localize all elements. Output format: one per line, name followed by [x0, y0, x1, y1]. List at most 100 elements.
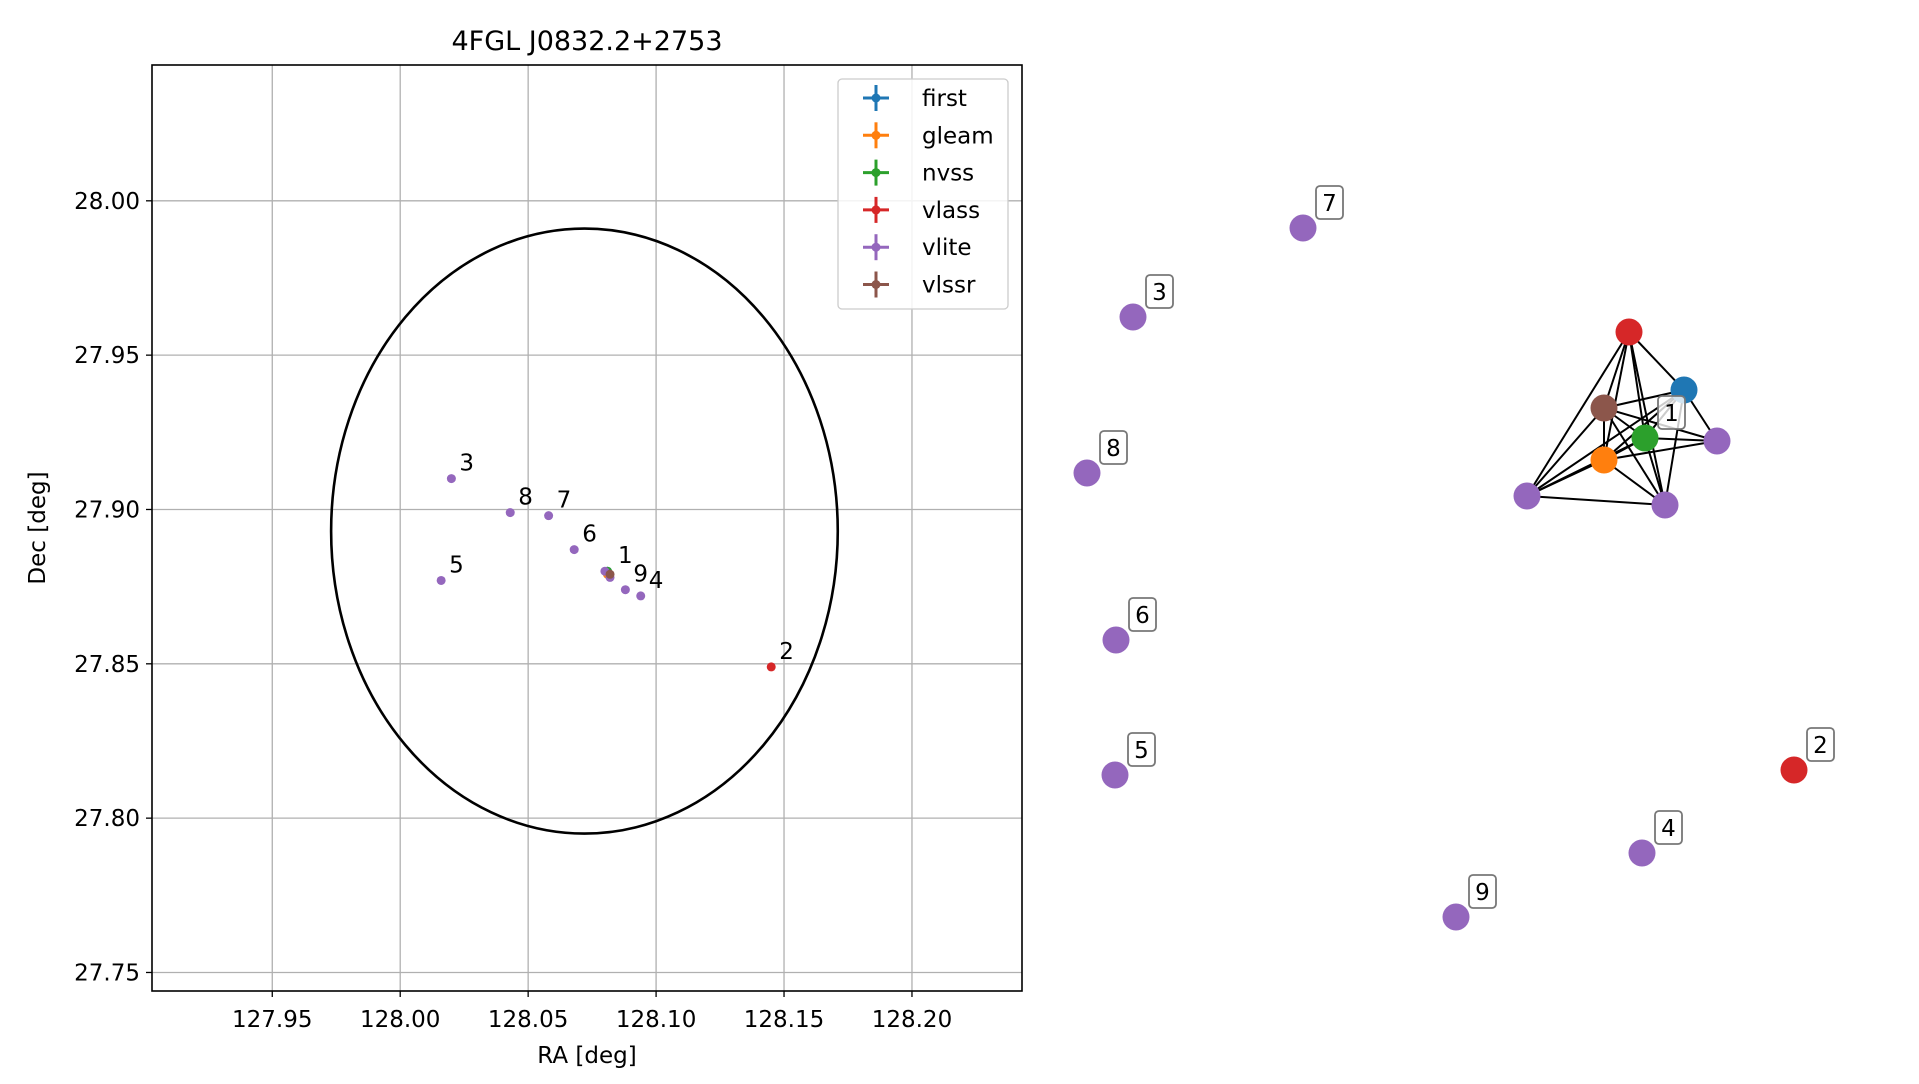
y-tick-label: 27.75 — [74, 960, 140, 986]
network-edge — [1526, 407, 1605, 497]
network-label-box-6 — [1128, 597, 1157, 632]
data-point-vlite — [544, 511, 554, 521]
point-label-9: 9 — [633, 562, 648, 588]
legend-marker-dot-vlssr — [871, 280, 881, 289]
network-edge — [1526, 331, 1630, 497]
network-label-box-7 — [1315, 185, 1344, 220]
x-tick-label: 127.95 — [232, 1007, 312, 1033]
y-tick-label: 27.95 — [74, 343, 140, 369]
y-tick-label: 28.00 — [74, 189, 140, 215]
network-edges — [1526, 331, 1718, 506]
network-node-vlite — [1703, 427, 1731, 455]
network-node-gleam — [1590, 446, 1618, 474]
point-label-4: 4 — [649, 568, 664, 594]
data-points — [436, 474, 776, 672]
point-labels: 1 2 3 4 5 678 9 — [449, 451, 794, 665]
chart-title: 4FGL J0832.2+2753 — [451, 26, 722, 57]
data-point-vlite — [569, 545, 579, 555]
network-node-vlite — [1119, 303, 1147, 331]
network-node-vlite — [1289, 214, 1317, 242]
network-label-2: 2 — [1813, 733, 1828, 759]
network-node-vlite — [1442, 903, 1470, 931]
point-label-3: 3 — [459, 451, 474, 477]
legend-label-vlass: vlass — [922, 198, 980, 224]
x-tick-label: 128.10 — [616, 1007, 696, 1033]
network-labels: 1 2 3 4 5 6 7 8 9 — [1099, 185, 1835, 909]
network-label-8: 8 — [1106, 436, 1121, 462]
y-tick-label: 27.80 — [74, 806, 140, 832]
y-tick-label: 27.90 — [74, 497, 140, 523]
plot-frame — [151, 64, 1023, 992]
data-point-vlass — [766, 662, 776, 672]
legend-marker-dot-vlite — [871, 242, 881, 252]
network-label-box-8 — [1099, 430, 1128, 465]
error-ellipse — [329, 226, 840, 836]
network-node-nvss — [1631, 424, 1659, 452]
legend-marker-dot-first — [871, 93, 881, 103]
network-edge — [1603, 407, 1666, 506]
network-node-vlite — [1102, 626, 1130, 654]
network-node-vlass — [1780, 756, 1808, 784]
x-tick-label: 128.05 — [488, 1007, 568, 1033]
data-point-vlite — [505, 508, 515, 518]
network-label-box-2 — [1806, 727, 1835, 762]
legend-marker-dot-vlass — [871, 205, 881, 215]
network-label-9: 9 — [1475, 880, 1490, 906]
legend-marker-dot-gleam — [871, 130, 881, 140]
network-label-3: 3 — [1152, 280, 1167, 306]
data-point-vlite — [620, 585, 630, 595]
x-tick-label: 128.15 — [744, 1007, 824, 1033]
data-point-vlite — [636, 591, 646, 601]
network-edge — [1526, 459, 1605, 497]
point-label-1: 1 — [618, 543, 633, 569]
x-tick-label: 128.20 — [872, 1007, 952, 1033]
data-point-vlite — [436, 575, 446, 585]
point-label-5: 5 — [449, 552, 464, 578]
x-axis-ticks: 127.95 128.00 128.05 128.10 128.15 128.20 — [232, 991, 952, 1033]
point-label-2: 2 — [779, 639, 794, 665]
legend-label-vlite: vlite — [922, 235, 972, 261]
network-node-vlite — [1651, 491, 1679, 519]
x-tick-label: 128.00 — [360, 1007, 440, 1033]
network-label-5: 5 — [1134, 738, 1149, 764]
network-node-vlite — [1513, 482, 1541, 510]
network-edge — [1628, 331, 1666, 506]
network-label-box-3 — [1145, 274, 1174, 309]
network-label-box-5 — [1127, 732, 1156, 767]
point-label-8: 8 — [518, 485, 533, 511]
legend-label-vlssr: vlssr — [922, 273, 976, 299]
legend-marker-dot-nvss — [871, 168, 881, 178]
legend: first gleam nvss vlass vlite vlssr — [837, 78, 1009, 310]
network-label-box-1 — [1657, 395, 1686, 430]
point-label-7: 7 — [557, 488, 572, 514]
network-node-vlite — [1628, 839, 1656, 867]
network-node-vlite — [1101, 761, 1129, 789]
legend-label-first: first — [922, 86, 967, 112]
data-point-vlite — [446, 474, 456, 484]
network-edge — [1603, 331, 1630, 461]
network-label-6: 6 — [1135, 603, 1150, 629]
network-edge — [1603, 440, 1718, 461]
y-axis-ticks: 27.75 27.80 27.85 27.90 27.95 28.00 — [74, 189, 152, 986]
network-edge — [1526, 495, 1666, 506]
network-node-vlite — [1073, 459, 1101, 487]
legend-label-nvss: nvss — [922, 161, 974, 187]
legend-label-gleam: gleam — [922, 123, 994, 149]
network-label-1: 1 — [1664, 401, 1679, 427]
network-node-vlssr — [1590, 394, 1618, 422]
network-panel: 1 2 3 4 5 6 7 8 9 — [1073, 185, 1835, 931]
data-point-vlssr — [605, 569, 615, 579]
network-label-box-9 — [1468, 874, 1497, 909]
y-axis-label: Dec [deg] — [25, 471, 51, 584]
scatter-panel: 4FGL J0832.2+2753 127.95 128.00 128.05 128.… — [25, 26, 1023, 1069]
network-label-4: 4 — [1661, 816, 1676, 842]
network-label-7: 7 — [1322, 191, 1337, 217]
point-label-6: 6 — [582, 522, 597, 548]
network-nodes — [1073, 214, 1808, 931]
network-label-box-4 — [1654, 810, 1683, 845]
network-edge — [1603, 389, 1685, 409]
network-node-vlass — [1615, 318, 1643, 346]
y-tick-label: 27.85 — [74, 652, 140, 678]
x-axis-label: RA [deg] — [537, 1043, 636, 1069]
